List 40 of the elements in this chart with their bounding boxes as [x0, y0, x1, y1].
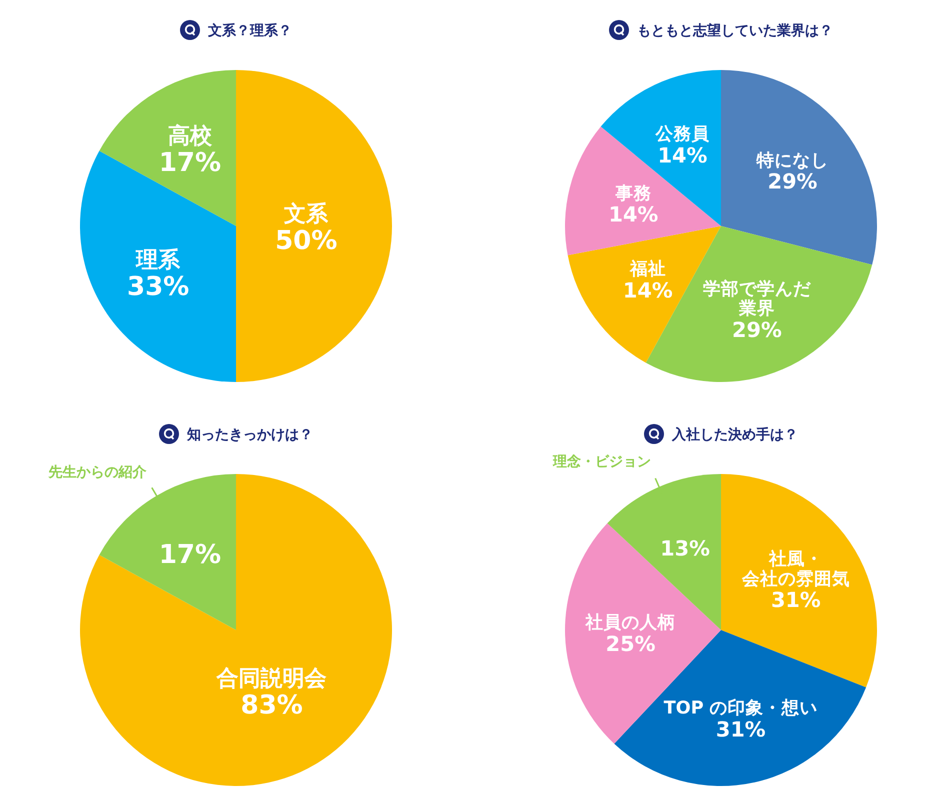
slice-label: 文系: [283, 201, 330, 227]
data-label: 17%: [158, 148, 222, 178]
data-label: 50%: [275, 226, 338, 256]
data-label: 31%: [770, 588, 821, 612]
slice-label: 社員の人柄: [584, 612, 676, 634]
pie-slice: [721, 70, 877, 265]
slice-label: 理系: [135, 248, 182, 274]
pie-slice: [99, 70, 236, 226]
slice-label: 先生からの紹介: [47, 464, 148, 480]
data-label: 13%: [660, 536, 710, 560]
chart-title: 文系？理系？: [207, 22, 292, 39]
data-label: 31%: [716, 718, 766, 742]
slice-label: 高校: [168, 123, 213, 150]
chart-title: 知ったきっかけは？: [186, 427, 313, 443]
slice-label: 公務員: [654, 124, 710, 145]
pie-slice: [568, 226, 721, 363]
data-label: 29%: [732, 318, 782, 342]
data-label: 33%: [127, 272, 190, 302]
slice-label: 福祉: [628, 258, 666, 280]
slice-label: 合同説明会: [216, 666, 328, 692]
slice-label: 社風・会社の雰囲気: [740, 548, 850, 590]
data-label: 14%: [658, 143, 708, 168]
slice-label: 学部で学んだ業界: [702, 278, 812, 320]
chart-title: もともと志望していた業界は？: [637, 22, 833, 39]
data-label: 14%: [622, 278, 673, 302]
slice-label: 特になし: [755, 150, 828, 171]
data-label: 83%: [240, 690, 303, 720]
pie-slice: [600, 70, 721, 226]
data-label: 14%: [608, 202, 658, 227]
slice-label: 理念・ビジョン: [552, 454, 651, 470]
pie-slice: [80, 150, 236, 382]
data-label: 25%: [606, 632, 656, 656]
data-label: 29%: [768, 170, 818, 194]
data-label: 17%: [158, 540, 222, 570]
slice-label: TOP の印象・想い: [664, 698, 818, 719]
pie-slice: [565, 126, 721, 256]
chart-title: 入社した決め手は？: [671, 426, 798, 443]
pie-slice: [236, 70, 392, 382]
pie-slice: [721, 474, 877, 688]
slice-label: 事務: [614, 182, 652, 204]
